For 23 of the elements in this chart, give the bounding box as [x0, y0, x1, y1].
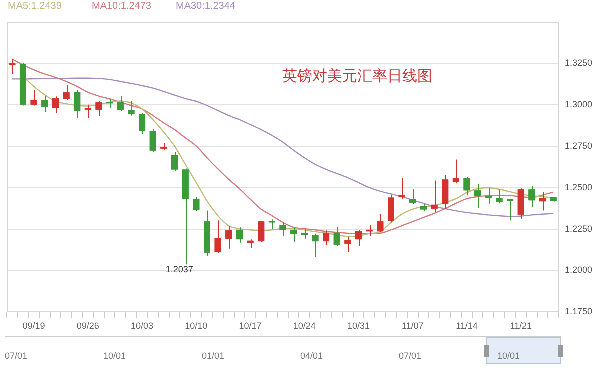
- y-tick-label: 1.3000: [565, 99, 593, 110]
- y-tick-label: 1.2500: [565, 182, 593, 192]
- text: 英镑对美元汇率日线图: [282, 66, 433, 85]
- x-tick-label: 09/19: [22, 321, 46, 332]
- y-tick-label: 1.2000: [565, 265, 593, 276]
- x-tick-label: 09/26: [76, 321, 100, 332]
- x-tick-label: 10/24: [293, 321, 316, 332]
- y-tick-label: 1.2750: [565, 140, 593, 151]
- text: MA5:1.2439: [8, 1, 63, 12]
- x-tick-label: 11/07: [402, 321, 424, 332]
- x-tick-label: 10/03: [131, 321, 154, 332]
- y-tick-label: 1.2250: [565, 224, 593, 234]
- x-tick-label: 10/17: [239, 321, 262, 332]
- text: MA30:1.2344: [176, 1, 236, 12]
- x-tick-label: 10/10: [185, 321, 208, 332]
- y-tick-label: 1.3250: [565, 58, 593, 68]
- range-slider: 07/01 10/01 01/01 04/01 07/01 10/01: [5, 336, 561, 365]
- x-tick-label: 11/21: [510, 321, 532, 332]
- text: MA10:1.2473: [92, 1, 152, 12]
- x-tick-label: 11/14: [456, 321, 478, 332]
- annotation: 1.2037: [166, 264, 194, 275]
- y-tick-label: 1.1750: [565, 306, 593, 317]
- x-tick-label: 10/31: [348, 321, 370, 332]
